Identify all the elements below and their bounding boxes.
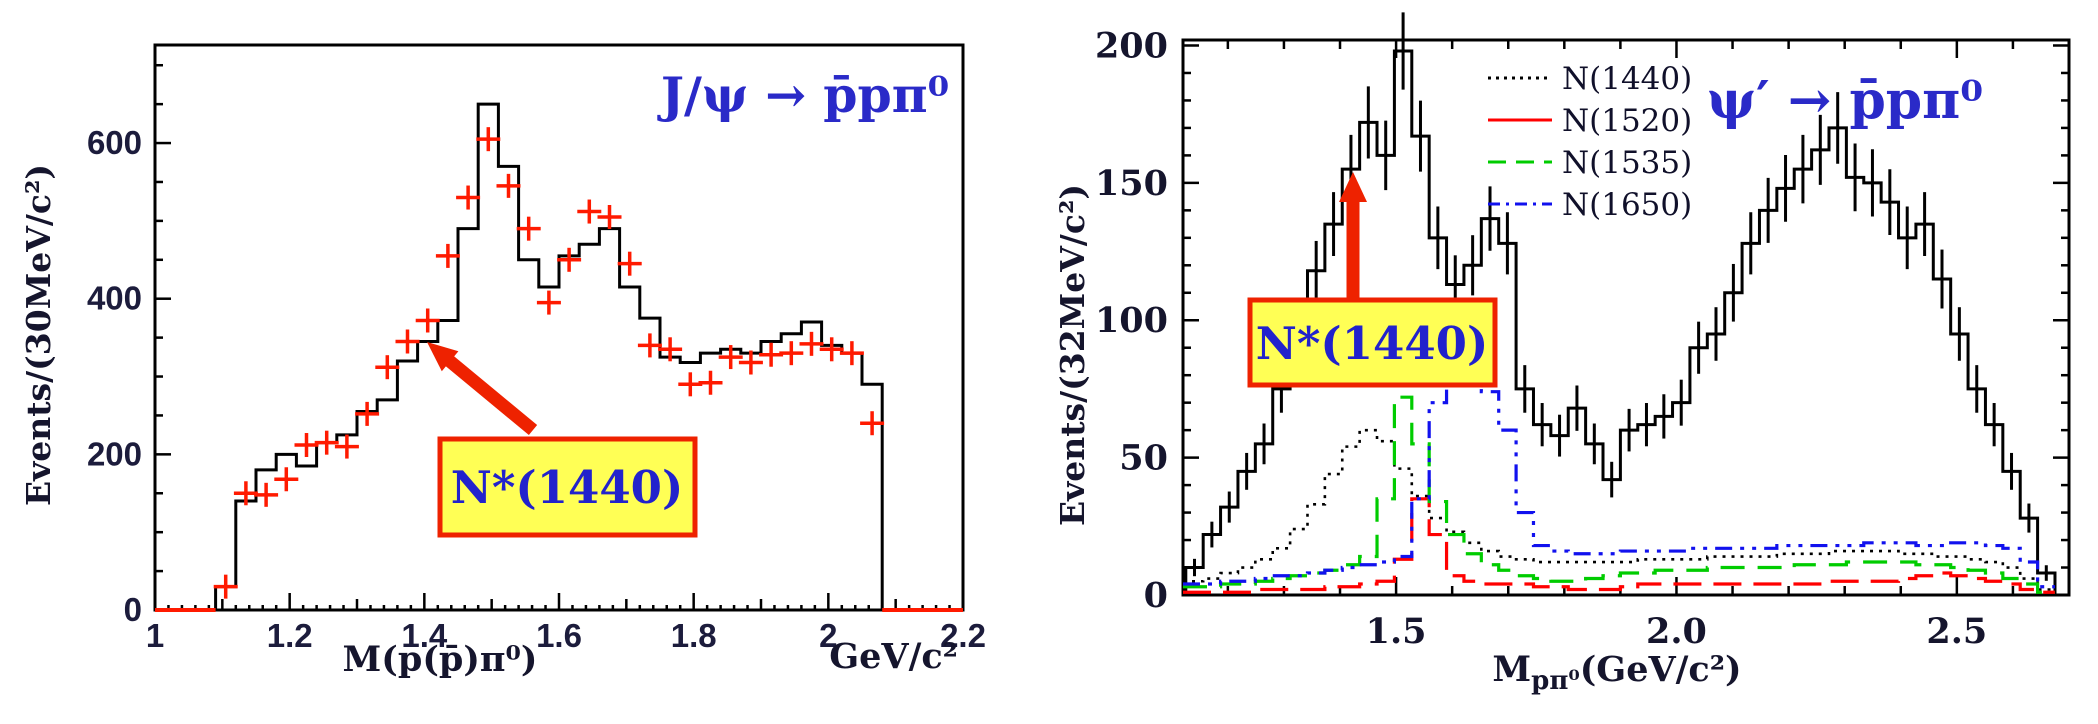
x-tick-label: 2 <box>819 617 837 654</box>
right-plot-legend: N(1440) N(1520) N(1535) N(1650) <box>1562 61 1692 223</box>
x-tick-label: 2.5 <box>1926 611 1987 652</box>
right-x-axis-label: Mpπ⁰(GeV/c²) <box>1492 649 1741 696</box>
left-y-axis-label: Events/(30MeV/c²) <box>19 164 58 506</box>
component-curve-N(1650) <box>1183 346 2055 589</box>
legend-label-n1650: N(1650) <box>1562 187 1692 223</box>
y-tick-label: 200 <box>1095 25 1168 66</box>
main-histogram <box>155 102 963 612</box>
x-tick-label: 2.2 <box>940 617 986 654</box>
y-tick-label: 400 <box>87 280 142 317</box>
y-tick-label: 600 <box>87 124 142 161</box>
component-curve-N(1520) <box>1183 497 2055 594</box>
left-x-axis-unit: GeV/c² <box>829 636 958 677</box>
x-tick-label: 1 <box>146 617 164 654</box>
y-tick-label: 0 <box>124 591 142 628</box>
x-tick-label: 1.6 <box>536 617 582 654</box>
right-plot-annotation: N*(1440) <box>1247 172 1498 388</box>
x-tick-label: 1.8 <box>671 617 717 654</box>
y-tick-label: 50 <box>1119 438 1168 479</box>
x-tick-label: 1.2 <box>267 617 313 654</box>
left-plot-title: J/ψ → p̄pπ⁰ <box>657 66 949 124</box>
x-tick-label: 2.0 <box>1646 611 1707 652</box>
left-annotation-arrow-shaft <box>441 352 538 436</box>
left-annotation-arrow-head <box>427 342 459 372</box>
left-x-axis-label: M(p(p̄)π⁰) <box>343 639 538 680</box>
legend-label-n1520: N(1520) <box>1562 103 1692 139</box>
left-annotation-label: N*(1440) <box>451 461 684 514</box>
legend-label-n1535: N(1535) <box>1562 145 1692 181</box>
main-histogram <box>1184 49 2069 597</box>
right-annotation-box <box>1247 297 1498 388</box>
right-plot-title: ψ′ → p̄pπ⁰ <box>1707 70 1983 131</box>
legend-label-n1440: N(1440) <box>1562 61 1692 97</box>
y-tick-label: 200 <box>87 435 142 472</box>
component-curve-N(1535) <box>1183 395 2055 594</box>
right-annotation-arrow-head <box>1339 172 1367 202</box>
right-y-axis-label: Events/(32MeV/c²) <box>1053 184 1092 526</box>
y-tick-label: 0 <box>1144 575 1168 616</box>
y-tick-label: 100 <box>1095 300 1168 341</box>
right-annotation-label: N*(1440) <box>1256 317 1489 370</box>
x-tick-label: 1.5 <box>1366 611 1427 652</box>
generated-plot-layers: 1 1.2 1.4 1.6 1.8 2 2.2 0 200 400 600 1.5 2.0 2.5 0 50 1… <box>87 12 2071 654</box>
plot-frame <box>1181 38 2071 597</box>
y-tick-label: 150 <box>1095 163 1168 204</box>
x-tick-label: 1.4 <box>401 617 448 654</box>
left-annotation-box <box>437 436 698 538</box>
left-plot-annotation: N*(1440) <box>427 342 698 538</box>
component-curve-N(1440) <box>1183 428 2055 591</box>
